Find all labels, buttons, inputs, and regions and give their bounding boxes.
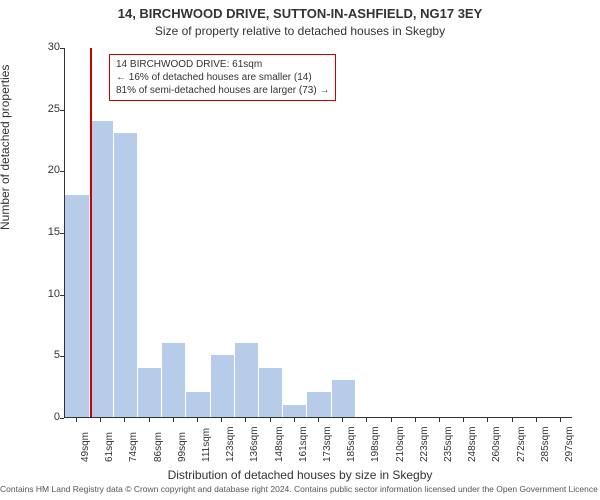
x-tick-label: 111sqm — [201, 428, 212, 462]
x-tick-label: 297sqm — [564, 426, 575, 462]
y-tick-label: 0 — [38, 411, 60, 423]
y-tick-label: 15 — [38, 226, 60, 238]
x-tick-mark — [76, 418, 77, 422]
x-axis-label: Distribution of detached houses by size … — [0, 468, 600, 482]
x-tick-label: 74sqm — [128, 432, 139, 462]
y-axis-label: Number of detached properties — [0, 65, 12, 230]
chart-title: 14, BIRCHWOOD DRIVE, SUTTON-IN-ASHFIELD,… — [0, 6, 600, 21]
x-tick-mark — [415, 418, 416, 422]
x-tick-label: 198sqm — [370, 426, 381, 462]
histogram-bar — [211, 355, 234, 417]
histogram-bar — [307, 392, 330, 417]
x-tick-mark — [536, 418, 537, 422]
annotation-box: 14 BIRCHWOOD DRIVE: 61sqm ← 16% of detac… — [109, 54, 336, 101]
chart-container: 14, BIRCHWOOD DRIVE, SUTTON-IN-ASHFIELD,… — [0, 0, 600, 500]
x-tick-mark — [342, 418, 343, 422]
footer-line1: Contains HM Land Registry data © Crown c… — [0, 484, 292, 494]
x-tick-label: 123sqm — [225, 426, 236, 462]
annotation-line3: 81% of semi-detached houses are larger (… — [116, 84, 329, 97]
x-tick-mark — [124, 418, 125, 422]
x-tick-label: 86sqm — [153, 432, 164, 462]
footer: Contains HM Land Registry data © Crown c… — [0, 485, 600, 494]
x-tick-mark — [512, 418, 513, 422]
x-tick-mark — [221, 418, 222, 422]
y-tick-label: 25 — [38, 103, 60, 115]
histogram-bar — [114, 133, 137, 417]
x-tick-mark — [439, 418, 440, 422]
x-tick-label: 173sqm — [322, 426, 333, 462]
x-tick-mark — [366, 418, 367, 422]
histogram-bar — [162, 343, 185, 417]
x-tick-label: 136sqm — [249, 426, 260, 462]
histogram-bar — [259, 368, 282, 417]
x-tick-label: 61sqm — [104, 432, 115, 462]
x-tick-label: 99sqm — [177, 432, 188, 462]
chart-subtitle: Size of property relative to detached ho… — [0, 24, 600, 38]
x-tick-label: 285sqm — [540, 426, 551, 462]
annotation-line1: 14 BIRCHWOOD DRIVE: 61sqm — [116, 58, 329, 71]
footer-line2: Contains public sector information licen… — [294, 484, 600, 494]
x-tick-mark — [463, 418, 464, 422]
x-tick-mark — [245, 418, 246, 422]
x-tick-label: 235sqm — [443, 426, 454, 462]
histogram-bar — [90, 121, 113, 417]
x-tick-mark — [100, 418, 101, 422]
histogram-bar — [186, 392, 209, 417]
x-tick-mark — [391, 418, 392, 422]
y-tick-label: 10 — [38, 288, 60, 300]
x-tick-label: 49sqm — [80, 432, 91, 462]
x-tick-mark — [197, 418, 198, 422]
x-tick-mark — [560, 418, 561, 422]
histogram-bar — [65, 195, 88, 417]
x-tick-label: 272sqm — [516, 426, 527, 462]
histogram-bar — [235, 343, 258, 417]
x-tick-label: 260sqm — [491, 426, 502, 462]
x-tick-mark — [173, 418, 174, 422]
x-tick-label: 248sqm — [467, 426, 478, 462]
x-tick-label: 148sqm — [274, 426, 285, 462]
x-tick-mark — [318, 418, 319, 422]
y-tick-label: 30 — [38, 41, 60, 53]
plot-area: 14 BIRCHWOOD DRIVE: 61sqm ← 16% of detac… — [64, 48, 572, 418]
annotation-line2: ← 16% of detached houses are smaller (14… — [116, 71, 329, 84]
x-tick-mark — [294, 418, 295, 422]
x-tick-mark — [270, 418, 271, 422]
reference-marker — [90, 48, 92, 417]
x-tick-mark — [487, 418, 488, 422]
histogram-bar — [283, 405, 306, 417]
x-tick-label: 210sqm — [395, 426, 406, 462]
y-tick-label: 20 — [38, 164, 60, 176]
histogram-bar — [332, 380, 355, 417]
y-tick-label: 5 — [38, 349, 60, 361]
x-tick-label: 223sqm — [419, 426, 430, 462]
x-tick-mark — [149, 418, 150, 422]
y-tick-mark — [60, 418, 64, 419]
x-tick-label: 161sqm — [298, 426, 309, 462]
histogram-bar — [138, 368, 161, 417]
x-tick-label: 185sqm — [346, 426, 357, 462]
